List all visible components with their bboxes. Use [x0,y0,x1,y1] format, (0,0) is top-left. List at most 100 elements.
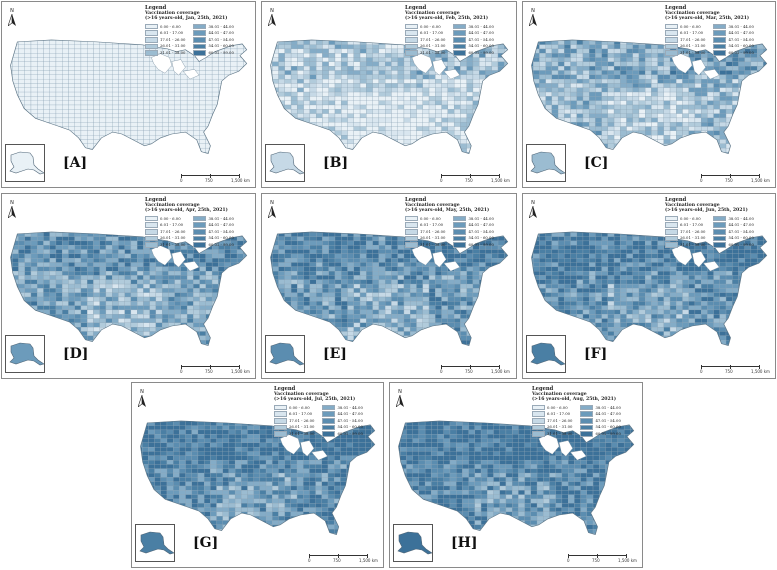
county-cell [589,135,596,140]
county-cell [738,135,745,140]
county-cell [372,122,380,127]
county-cell [224,143,231,149]
county-cell [155,288,163,293]
county-cell [186,301,194,306]
county-cell [112,335,119,341]
county-cell [595,113,602,119]
county-cell [316,152,323,154]
county-cell [12,117,19,123]
county-cell [564,130,571,136]
county-cell [43,100,50,106]
county-cell [230,57,238,62]
county-cell [676,126,683,131]
county-cell [270,236,273,242]
county-cell [43,126,50,131]
county-cell [551,78,559,84]
county-cell [80,48,88,54]
county-cell [193,344,200,346]
county-cell [105,109,113,114]
legend-swatch [453,50,467,56]
county-cell [613,39,621,41]
county-cell [620,152,627,154]
county-cell [186,122,194,127]
county-cell [93,147,100,153]
county-cell [149,270,157,276]
county-cell [601,113,608,119]
county-cell [278,135,285,140]
county-cell [309,249,317,254]
county-cell [511,36,517,40]
county-cell [620,70,627,75]
county-cell [504,122,508,127]
county-cell [750,113,758,119]
county-cell [309,100,317,106]
county-cell [651,117,658,123]
county-cell [453,126,461,131]
county-cell [366,96,373,101]
county-cell [211,130,219,136]
county-cell [663,104,671,110]
county-cell [403,66,411,71]
county-cell [657,91,664,97]
county-cell [43,57,50,62]
county-cell [80,83,88,88]
county-cell [112,40,119,45]
county-cell [224,57,231,62]
county-cell [143,109,150,114]
county-cell [105,147,113,153]
county-cell [55,57,63,62]
county-cell [10,117,13,123]
county-cell [410,152,417,154]
county-cell [416,143,423,149]
county-cell [620,57,627,62]
county-cell [272,83,279,88]
county-cell [607,126,615,131]
county-cell [688,122,696,127]
county-cell [224,253,231,259]
county-cell [750,66,758,71]
county-cell [719,74,727,80]
county-cell [193,327,200,332]
county-cell [657,139,664,144]
county-cell [428,100,436,106]
county-cell [334,147,342,153]
county-cell [278,61,285,67]
county-cell [243,143,247,149]
county-cell [372,135,380,140]
county-cell [576,66,584,71]
county-cell [49,318,57,323]
county-cell [770,36,776,40]
county-cell [497,147,505,153]
county-cell [99,253,107,259]
county-cell [657,78,664,84]
county-cell [18,66,25,71]
county-cell [161,113,169,119]
county-cell [12,275,19,280]
county-cell [105,91,113,97]
county-cell [564,109,571,114]
county-cell [316,83,323,88]
county-cell [243,245,247,250]
county-cell [422,113,430,119]
county-cell [105,117,113,123]
county-cell [504,74,508,80]
county-cell [397,61,405,67]
county-cell [37,122,44,127]
county-cell [74,104,82,110]
county-cell [270,100,273,106]
county-cell [491,104,499,110]
county-cell [161,78,169,84]
county-cell [37,44,44,50]
county-cell [193,314,200,319]
county-cell [24,305,32,311]
county-cell [453,152,461,154]
county-cell [93,66,100,71]
county-cell [270,305,273,311]
county-cell [199,283,206,289]
county-cell [68,100,75,106]
county-cell [186,57,194,62]
county-cell [124,100,132,106]
county-cell [385,91,392,97]
county-cell [756,122,764,127]
county-cell [309,117,317,123]
